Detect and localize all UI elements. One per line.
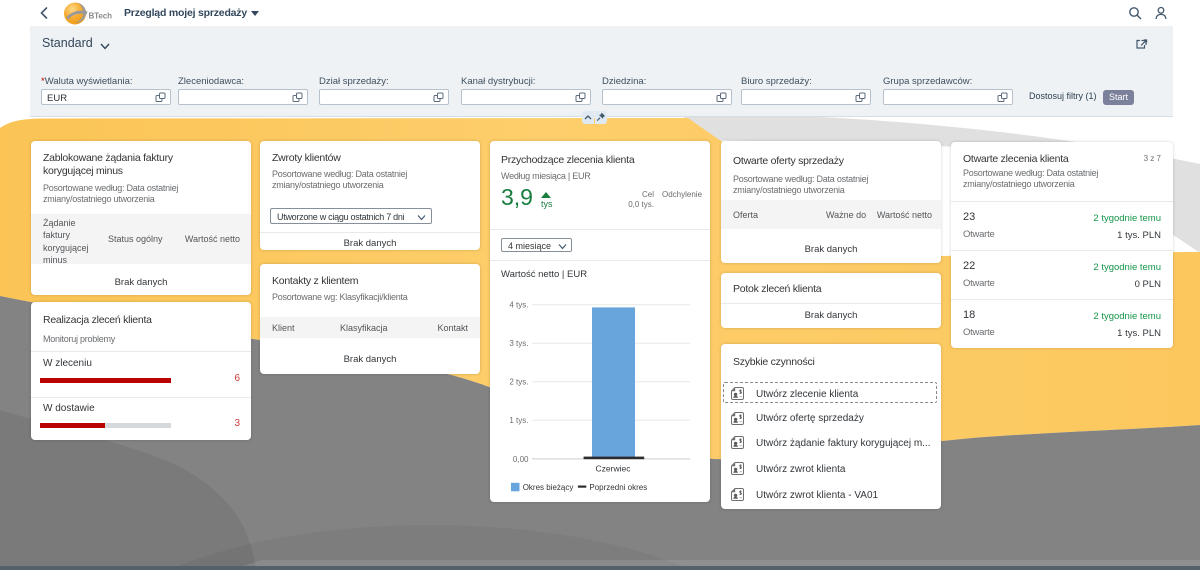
svg-text:Czerwiec: Czerwiec (596, 464, 632, 474)
svg-text:3 tys.: 3 tys. (509, 339, 528, 348)
svg-text:4 tys.: 4 tys. (509, 301, 528, 310)
svg-text:Okres bieżący: Okres bieżący (523, 483, 574, 492)
svg-text:BTech: BTech (89, 12, 113, 21)
svg-text:2 tys.: 2 tys. (509, 378, 528, 387)
svg-text:0,00: 0,00 (513, 455, 529, 464)
svg-text:Poprzedni okres: Poprzedni okres (589, 483, 647, 492)
svg-text:1 tys.: 1 tys. (509, 416, 528, 425)
